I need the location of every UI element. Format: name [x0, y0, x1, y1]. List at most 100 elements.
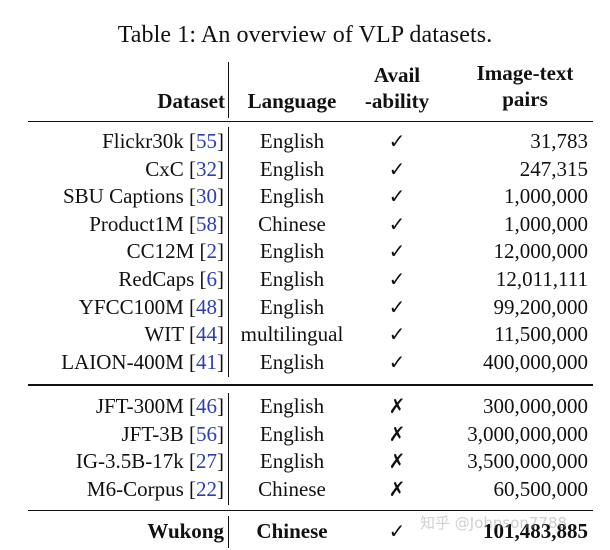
dataset-pairs: 3,500,000,000 — [467, 449, 588, 474]
citation-link[interactable]: 55 — [196, 129, 217, 153]
dataset-name-text: SBU Captions — [62, 184, 189, 209]
dataset-name-text: CC12M — [126, 239, 200, 264]
header-rule — [28, 121, 593, 122]
dataset-pairs: 12,011,111 — [495, 267, 588, 291]
header-language: Language — [247, 89, 337, 113]
cite-bracket-close: ] — [217, 394, 224, 418]
cite-bracket-open: [ — [189, 394, 196, 418]
availability-check-icon: ✓ — [388, 129, 406, 153]
cite-bracket-close: ] — [217, 129, 224, 153]
citation-link[interactable]: 46 — [196, 394, 217, 418]
column-divider-header — [228, 62, 229, 118]
dataset-language: Chinese — [258, 476, 326, 501]
citation-link[interactable]: 58 — [196, 211, 217, 236]
cite-bracket-close: ] — [217, 421, 224, 446]
table-row: IG-3.5B-17k [27] English ✗ 3,500,000,000 — [0, 448, 610, 475]
citation-link[interactable]: 56 — [196, 421, 217, 446]
table-row-wukong: Wukong Chinese ✓ 101,483,885 — [0, 518, 610, 545]
cite-bracket-close: ] — [217, 449, 224, 474]
availability-cross-icon: ✗ — [388, 421, 406, 446]
table-row: Product1M [58] Chinese ✓ 1,000,000 — [0, 211, 610, 238]
dataset-language: English — [259, 184, 325, 209]
cite-bracket-open: [ — [189, 449, 196, 474]
citation-link[interactable]: 48 — [196, 294, 217, 319]
cite-bracket-open: [ — [189, 349, 196, 374]
dataset-language: English — [259, 129, 325, 153]
citation-link[interactable]: 44 — [196, 322, 217, 347]
citation-link[interactable]: 27 — [196, 449, 217, 474]
watermark: 知乎 @Johnson7788 — [420, 514, 568, 532]
header-availability: Avail -ability — [352, 62, 442, 114]
cite-bracket-close: ] — [217, 239, 224, 264]
column-divider-wukong — [228, 516, 229, 548]
availability-check-icon: ✓ — [388, 156, 406, 181]
header-availability-line1: Avail — [373, 63, 421, 87]
dataset-language: English — [259, 239, 325, 264]
citation-link[interactable]: 2 — [206, 239, 218, 264]
dataset-pairs: 3,000,000,000 — [467, 421, 588, 446]
header-pairs-line2: pairs — [502, 87, 548, 111]
availability-check-icon: ✓ — [388, 349, 406, 374]
dataset-language: Chinese — [256, 519, 328, 543]
dataset-pairs: 11,500,000 — [494, 322, 588, 347]
citation-link[interactable]: 32 — [196, 156, 217, 181]
table-row: SBU Captions [30] English ✓ 1,000,000 — [0, 183, 610, 210]
citation-link[interactable]: 6 — [206, 267, 218, 291]
header-dataset: Dataset — [157, 89, 225, 113]
header-pairs-line1: Image-text — [476, 61, 574, 85]
citation-link[interactable]: 41 — [196, 349, 217, 374]
dataset-name: Product1M [58] — [89, 211, 224, 238]
dataset-name: JFT-3B [56] — [121, 421, 224, 448]
dataset-name-text: RedCaps — [118, 267, 200, 291]
availability-check-icon: ✓ — [388, 184, 406, 209]
dataset-name: Wukong — [147, 519, 224, 543]
availability-check-icon: ✓ — [388, 267, 406, 291]
table-row: LAION-400M [41] English ✓ 400,000,000 — [0, 349, 610, 376]
dataset-language: Chinese — [258, 211, 326, 236]
availability-check-icon: ✓ — [388, 294, 406, 319]
group-rule — [28, 384, 593, 386]
dataset-pairs: 12,000,000 — [493, 239, 589, 264]
dataset-pairs: 1,000,000 — [504, 184, 588, 209]
wukong-rule — [28, 510, 593, 511]
cite-bracket-open: [ — [189, 211, 196, 236]
cite-bracket-close: ] — [217, 184, 224, 209]
cite-bracket-open: [ — [199, 267, 207, 291]
dataset-language: English — [259, 267, 325, 291]
cite-bracket-close: ] — [217, 156, 224, 181]
dataset-pairs: 60,500,000 — [493, 476, 589, 501]
dataset-language: multilingual — [240, 322, 344, 347]
cite-bracket-open: [ — [189, 129, 196, 153]
table-row: WIT [44] multilingual ✓ 11,500,000 — [0, 321, 610, 348]
dataset-name: YFCC100M [48] — [79, 294, 224, 321]
table-row: CC12M [2] English ✓ 12,000,000 — [0, 238, 610, 265]
citation-link[interactable]: 30 — [196, 184, 217, 209]
cite-bracket-open: [ — [199, 239, 207, 264]
table-caption: Table 1: An overview of VLP datasets. — [117, 22, 493, 48]
cite-bracket-open: [ — [189, 156, 196, 181]
header-pairs: Image-text pairs — [450, 60, 600, 112]
cite-bracket-close: ] — [217, 349, 224, 374]
dataset-name-text: IG-3.5B-17k — [75, 449, 189, 474]
dataset-pairs: 99,200,000 — [493, 294, 589, 319]
dataset-pairs: 31,783 — [530, 129, 588, 153]
availability-check-icon: ✓ — [388, 239, 406, 264]
cite-bracket-close: ] — [217, 211, 224, 236]
dataset-name-text: Product1M — [89, 211, 189, 236]
dataset-pairs: 247,315 — [519, 156, 588, 181]
dataset-language: English — [259, 349, 325, 374]
dataset-language: English — [259, 449, 325, 474]
citation-link[interactable]: 22 — [196, 476, 217, 501]
column-divider-group2 — [228, 393, 229, 505]
dataset-name: RedCaps [6] — [118, 266, 224, 293]
dataset-name: SBU Captions [30] — [63, 183, 224, 210]
dataset-name: M6-Corpus [22] — [87, 476, 224, 503]
dataset-name-text: WIT — [144, 322, 189, 347]
dataset-language: English — [259, 156, 325, 181]
dataset-name: LAION-400M [41] — [61, 349, 224, 376]
table-row: M6-Corpus [22] Chinese ✗ 60,500,000 — [0, 476, 610, 503]
dataset-name: JFT-300M [46] — [96, 393, 224, 420]
dataset-name: WIT [44] — [144, 321, 224, 348]
cite-bracket-close: ] — [217, 322, 224, 347]
